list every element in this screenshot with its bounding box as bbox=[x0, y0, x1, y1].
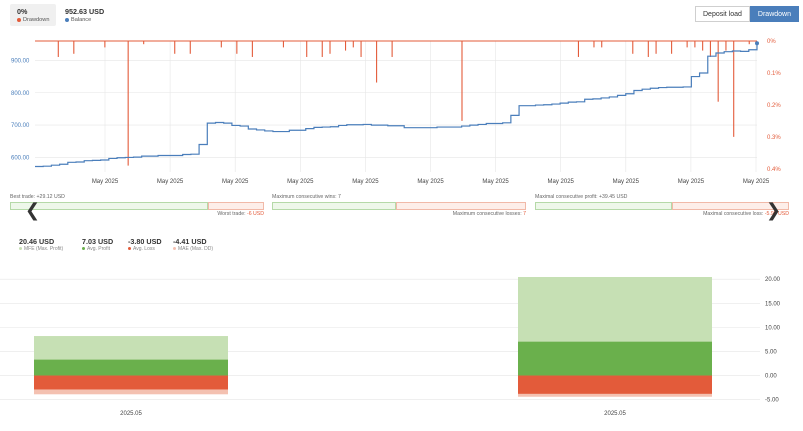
x-axis-tick-label: May 2025 bbox=[287, 179, 314, 185]
y-axis-tick-label: 5.00 bbox=[765, 349, 777, 355]
stat-mfe-label: MFE (Max. Profit) bbox=[24, 246, 63, 252]
stat-mfe-dot bbox=[19, 247, 22, 250]
stat-avg-profit: 7.03 USD Avg. Profit bbox=[82, 237, 113, 253]
avg-profit-bar bbox=[518, 342, 712, 376]
consecutive-profit-gauge: Maximal consecutive profit: +39.45 USD M… bbox=[535, 193, 789, 229]
stat-avg-profit-label: Avg. Profit bbox=[87, 246, 110, 252]
stat-avg-profit-legend: Avg. Profit bbox=[82, 246, 113, 253]
avg-profit-bar bbox=[34, 360, 228, 376]
right-axis-tick-label: 0% bbox=[767, 39, 776, 45]
avg-loss-bar bbox=[34, 376, 228, 390]
trade-gauge-bar bbox=[10, 202, 264, 210]
stat-mae-label: MAE (Max. DD) bbox=[178, 246, 213, 252]
x-axis-tick-label: May 2025 bbox=[352, 179, 379, 185]
y-axis-tick-label: 0.00 bbox=[765, 374, 777, 380]
stat-mae: -4.41 USD MAE (Max. DD) bbox=[173, 237, 213, 253]
stat-mfe: 20.46 USD MFE (Max. Profit) bbox=[19, 237, 63, 253]
stat-mae-dot bbox=[173, 247, 176, 250]
max-consecutive-loss-label: Maximal consecutive loss: bbox=[703, 211, 763, 217]
stat-avg-loss-legend: Avg. Loss bbox=[128, 246, 162, 253]
y-axis-tick-label: 20.00 bbox=[765, 277, 781, 283]
worst-trade-value: -6 USD bbox=[247, 211, 264, 217]
left-axis-tick-label: 600.00 bbox=[11, 155, 30, 161]
best-trade-label: Best trade: +29.12 USD bbox=[10, 193, 264, 201]
x-axis-tick-label: May 2025 bbox=[157, 179, 184, 185]
x-axis-tick-label: May 2025 bbox=[743, 179, 770, 185]
right-axis-tick-label: 0.4% bbox=[767, 167, 781, 173]
stat-avg-loss: -3.80 USD Avg. Loss bbox=[128, 237, 162, 253]
trade-gauge: Best trade: +29.12 USD Worst trade: -6 U… bbox=[10, 193, 264, 229]
stat-mae-legend: MAE (Max. DD) bbox=[173, 246, 213, 253]
max-consecutive-loss: Maximal consecutive loss: -5.95 USD bbox=[535, 210, 789, 219]
consecutive-count-gauge: Maximum consecutive wins: 7 Maximum cons… bbox=[272, 193, 526, 229]
balance-end-point bbox=[755, 41, 759, 45]
stat-mfe-legend: MFE (Max. Profit) bbox=[19, 246, 63, 253]
x-axis-tick-label: May 2025 bbox=[548, 179, 575, 185]
stat-avg-profit-dot bbox=[82, 247, 85, 250]
x-axis-tick-label: May 2025 bbox=[482, 179, 509, 185]
y-axis-tick-label: -5.00 bbox=[765, 398, 779, 404]
x-axis-tick-label: May 2025 bbox=[222, 179, 249, 185]
balance-drawdown-chart: 600.00 700.00 800.00 900.00 0% 0.1% 0.2% 0.3% 0.… bbox=[0, 0, 803, 190]
left-axis-tick-label: 900.00 bbox=[11, 58, 30, 64]
right-axis-tick-label: 0.2% bbox=[767, 103, 781, 109]
stat-avg-loss-value: -3.80 USD bbox=[128, 237, 162, 246]
y-axis-tick-label: 15.00 bbox=[765, 301, 781, 307]
trade-gauge-red bbox=[208, 202, 264, 210]
consecutive-profit-gauge-green bbox=[535, 202, 672, 210]
next-arrow-icon[interactable]: ❯ bbox=[766, 201, 781, 219]
stat-mfe-value: 20.46 USD bbox=[19, 237, 63, 246]
consecutive-count-gauge-green bbox=[272, 202, 396, 210]
worst-trade-label: Worst trade: bbox=[217, 211, 245, 217]
max-consecutive-losses-label: Maximum consecutive losses: bbox=[453, 211, 522, 217]
worst-trade: Worst trade: -6 USD bbox=[10, 210, 264, 219]
x-axis-tick-label: May 2025 bbox=[678, 179, 705, 185]
x-axis-tick-label: 2025.05 bbox=[120, 411, 142, 417]
avg-loss-bar bbox=[518, 376, 712, 394]
x-axis-tick-label: May 2025 bbox=[417, 179, 444, 185]
x-axis-tick-label: May 2025 bbox=[92, 179, 119, 185]
left-axis-tick-label: 800.00 bbox=[11, 91, 30, 97]
x-axis-tick-label: 2025.05 bbox=[604, 411, 626, 417]
left-axis-tick-label: 700.00 bbox=[11, 123, 30, 129]
stat-avg-loss-label: Avg. Loss bbox=[133, 246, 155, 252]
stat-avg-loss-dot bbox=[128, 247, 131, 250]
prev-arrow-icon[interactable]: ❮ bbox=[25, 201, 40, 219]
x-axis-tick-label: May 2025 bbox=[613, 179, 640, 185]
max-consecutive-losses-value: 7 bbox=[523, 211, 526, 217]
consecutive-count-gauge-bar bbox=[272, 202, 526, 210]
consecutive-profit-gauge-bar bbox=[535, 202, 789, 210]
stat-mae-value: -4.41 USD bbox=[173, 237, 213, 246]
mfe-mae-bar-chart: -5.00 0.00 5.00 10.00 15.00 20.00 2025.05 2025.… bbox=[0, 262, 803, 427]
max-consecutive-losses: Maximum consecutive losses: 7 bbox=[272, 210, 526, 219]
consecutive-count-gauge-red bbox=[396, 202, 526, 210]
balance-line bbox=[35, 43, 757, 166]
right-axis-tick-label: 0.1% bbox=[767, 71, 781, 77]
max-consecutive-wins-label: Maximum consecutive wins: 7 bbox=[272, 193, 526, 201]
right-axis-tick-label: 0.3% bbox=[767, 135, 781, 141]
stat-avg-profit-value: 7.03 USD bbox=[82, 237, 113, 246]
y-axis-tick-label: 10.00 bbox=[765, 325, 781, 331]
max-consecutive-profit-label: Maximal consecutive profit: +39.45 USD bbox=[535, 193, 789, 201]
